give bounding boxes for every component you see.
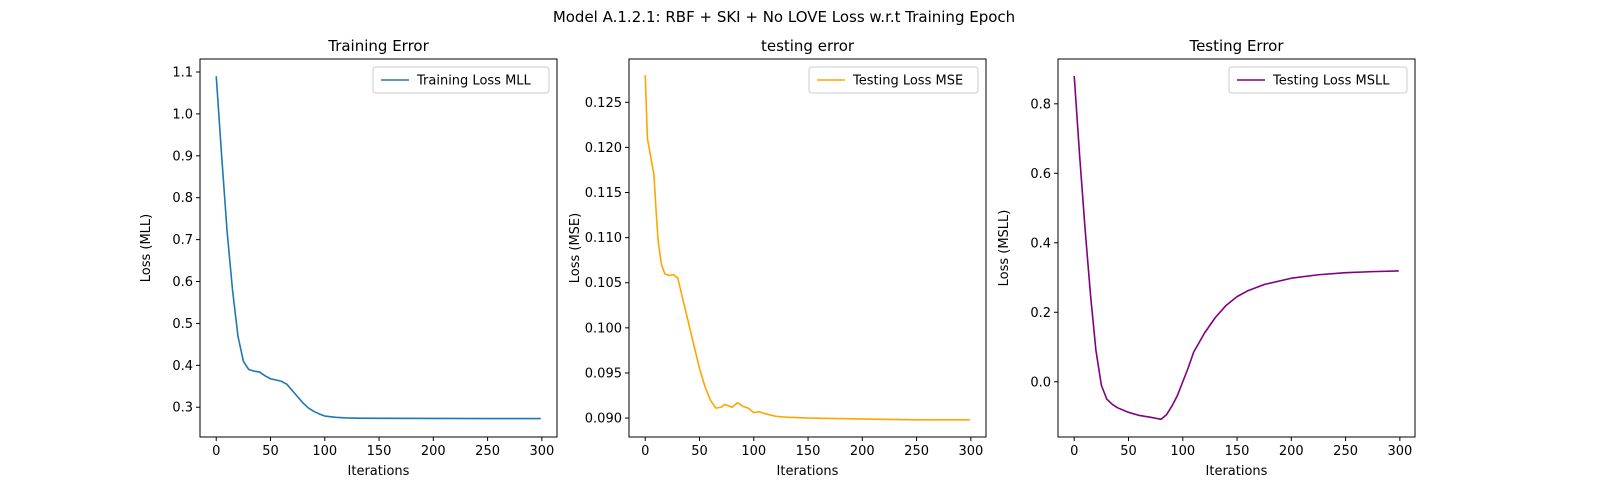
x-tick-label: 200 <box>850 444 875 459</box>
x-axis-label: Iterations <box>348 464 410 479</box>
series-line <box>1073 75 1399 421</box>
y-tick-label: 0.5 <box>172 317 193 332</box>
axes-frame <box>199 58 558 438</box>
legend-box <box>372 66 550 94</box>
x-tick-label: 300 <box>529 444 554 459</box>
y-axis-label: Loss (MSE) <box>568 213 583 283</box>
legend-box <box>808 66 979 94</box>
y-tick-label: 0.2 <box>1030 306 1051 321</box>
x-tick-label: 0 <box>641 444 649 459</box>
x-tick-label: 150 <box>796 444 821 459</box>
y-tick-label: 0.4 <box>172 359 193 374</box>
y-tick-label: 0.0 <box>1030 375 1051 390</box>
axes-frame <box>628 58 987 438</box>
x-tick-label: 100 <box>741 444 766 459</box>
y-tick-label: 0.120 <box>585 141 622 156</box>
legend-label: Training Loss MLL <box>416 74 532 89</box>
chart-panel-3: Testing Error 0 50 100 150 200 250 300 0.0 0.2 0.4… <box>997 37 1416 479</box>
y-tick-label: 0.115 <box>585 186 622 201</box>
y-tick-label: 0.4 <box>1030 236 1051 251</box>
x-tick-label: 250 <box>475 444 500 459</box>
y-tick-label: 0.8 <box>1030 97 1051 112</box>
y-tick-label: 0.095 <box>585 366 622 381</box>
y-tick-label: 0.6 <box>172 275 193 290</box>
x-tick-label: 50 <box>1120 444 1137 459</box>
x-tick-label: 200 <box>1279 444 1304 459</box>
y-tick-label: 0.125 <box>585 96 622 111</box>
x-tick-label: 150 <box>367 444 392 459</box>
panels: Training Error 0 50 100 150 200 250 300 0.3 0.4 0.… <box>139 37 1416 479</box>
x-axis-label: Iterations <box>1206 464 1268 479</box>
y-tick-label: 0.105 <box>585 276 622 291</box>
y-axis-label: Loss (MSLL) <box>997 210 1012 287</box>
legend: Testing Loss MSLL <box>1228 66 1408 94</box>
y-tick-label: 0.8 <box>172 191 193 206</box>
y-tick-label: 0.9 <box>172 149 193 164</box>
y-tick-label: 0.090 <box>585 412 622 427</box>
chart-title: Testing Error <box>1188 37 1284 55</box>
y-tick-label: 0.7 <box>172 233 193 248</box>
x-tick-label: 0 <box>212 444 220 459</box>
axes-frame <box>1057 58 1416 438</box>
chart-panel-1: Training Error 0 50 100 150 200 250 300 0.3 0.4 0.… <box>139 37 558 479</box>
x-tick-label: 50 <box>691 444 708 459</box>
y-tick-label: 0.100 <box>585 321 622 336</box>
x-tick-label: 100 <box>1170 444 1195 459</box>
figure-title: Model A.1.2.1: RBF + SKI + No LOVE Loss … <box>553 8 1015 26</box>
chart-title: testing error <box>761 37 855 55</box>
y-tick-label: 0.6 <box>1030 167 1051 182</box>
series-line <box>215 76 541 420</box>
x-tick-label: 300 <box>958 444 983 459</box>
legend-box <box>1228 66 1408 94</box>
y-tick-label: 0.3 <box>172 401 193 416</box>
y-tick-label: 0.110 <box>585 231 622 246</box>
legend: Training Loss MLL <box>372 66 550 94</box>
legend: Testing Loss MSE <box>808 66 979 94</box>
x-tick-label: 0 <box>1070 444 1078 459</box>
y-axis-label: Loss (MLL) <box>139 214 154 283</box>
chart-title: Training Error <box>327 37 429 55</box>
x-axis-label: Iterations <box>777 464 839 479</box>
x-tick-label: 250 <box>904 444 929 459</box>
y-tick-label: 1.1 <box>172 65 193 80</box>
x-tick-label: 150 <box>1225 444 1250 459</box>
legend-label: Testing Loss MSLL <box>1272 74 1390 89</box>
x-tick-label: 100 <box>312 444 337 459</box>
legend-label: Testing Loss MSE <box>852 74 963 89</box>
series-line <box>644 75 970 421</box>
x-tick-label: 200 <box>421 444 446 459</box>
y-tick-label: 1.0 <box>172 107 193 122</box>
x-tick-label: 250 <box>1333 444 1358 459</box>
chart-panel-2: testing error 0 50 100 150 200 250 300 0.090 0.09… <box>568 37 987 479</box>
x-tick-label: 50 <box>262 444 279 459</box>
x-tick-label: 300 <box>1387 444 1412 459</box>
